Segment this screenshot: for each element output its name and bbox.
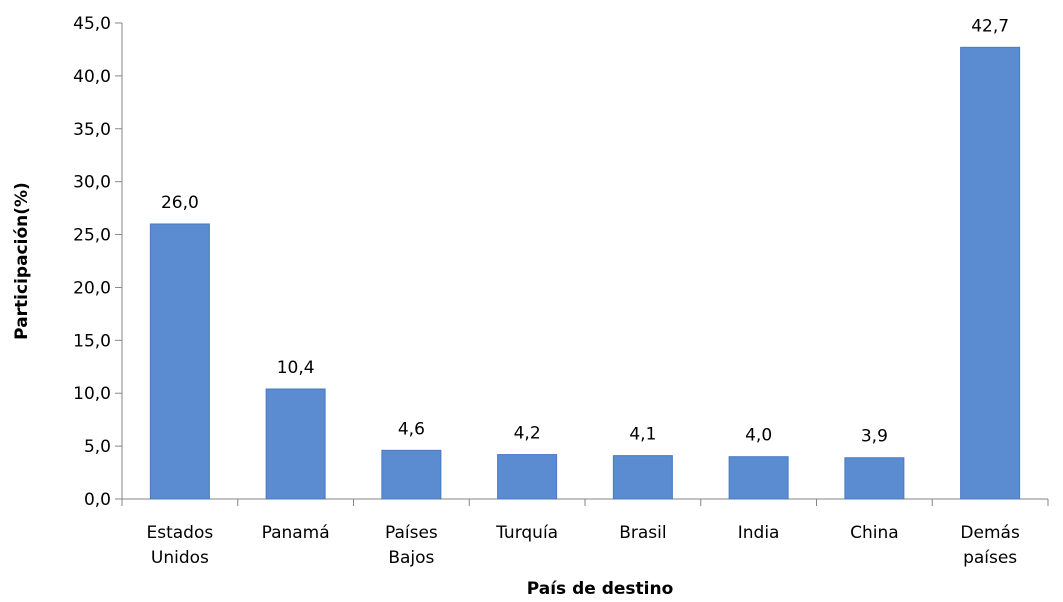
bar xyxy=(381,449,442,500)
data-label: 4,6 xyxy=(398,419,425,439)
x-tick-label: Estados Unidos xyxy=(147,523,214,568)
y-tick-label: 35,0 xyxy=(73,120,111,140)
data-label: 10,4 xyxy=(277,358,315,378)
bar xyxy=(497,454,558,500)
data-label: 3,9 xyxy=(861,427,888,447)
data-label: 4,1 xyxy=(629,425,656,445)
x-tick-label: Demás países xyxy=(960,523,1020,568)
x-tick-label: Turquía xyxy=(495,523,558,543)
bar xyxy=(960,46,1021,500)
y-tick-label: 40,0 xyxy=(73,67,111,87)
data-label: 26,0 xyxy=(161,193,199,213)
y-tick-label: 25,0 xyxy=(73,226,111,246)
bar xyxy=(149,223,210,500)
data-labels: 26,0 10,4 4,6 4,2 4,1 4,0 3,9 42,7 xyxy=(161,16,1009,446)
x-tick-label: Panamá xyxy=(262,523,330,543)
y-tick-label: 0,0 xyxy=(84,490,111,510)
x-tick-label: Brasil xyxy=(619,523,666,543)
bars xyxy=(149,46,1021,500)
data-label: 4,0 xyxy=(745,426,772,446)
y-tick-label: 10,0 xyxy=(73,384,111,404)
x-axis: Estados Unidos Panamá Países Bajos Turquía Bra… xyxy=(121,498,1049,568)
y-tick-label: 30,0 xyxy=(73,173,111,193)
y-tick-label: 45,0 xyxy=(73,14,111,34)
x-tick-label: India xyxy=(738,523,780,543)
y-tick-label: 15,0 xyxy=(73,331,111,351)
x-tick-label: China xyxy=(850,523,899,543)
data-label: 4,2 xyxy=(514,424,541,444)
y-tick-label: 5,0 xyxy=(84,437,111,457)
x-axis-title: País de destino xyxy=(527,579,674,599)
y-tick-label: 20,0 xyxy=(73,278,111,298)
bar xyxy=(612,455,673,500)
bar xyxy=(265,388,326,500)
y-axis-title: Participación(%) xyxy=(12,182,32,340)
data-label: 42,7 xyxy=(971,16,1009,36)
bar xyxy=(844,457,905,500)
x-tick-label: Países Bajos xyxy=(385,523,438,568)
y-axis: 0,0 5,0 10,0 15,0 20,0 25,0 30,0 35,0 40,0 45,0 xyxy=(73,14,123,510)
bar xyxy=(728,456,789,500)
